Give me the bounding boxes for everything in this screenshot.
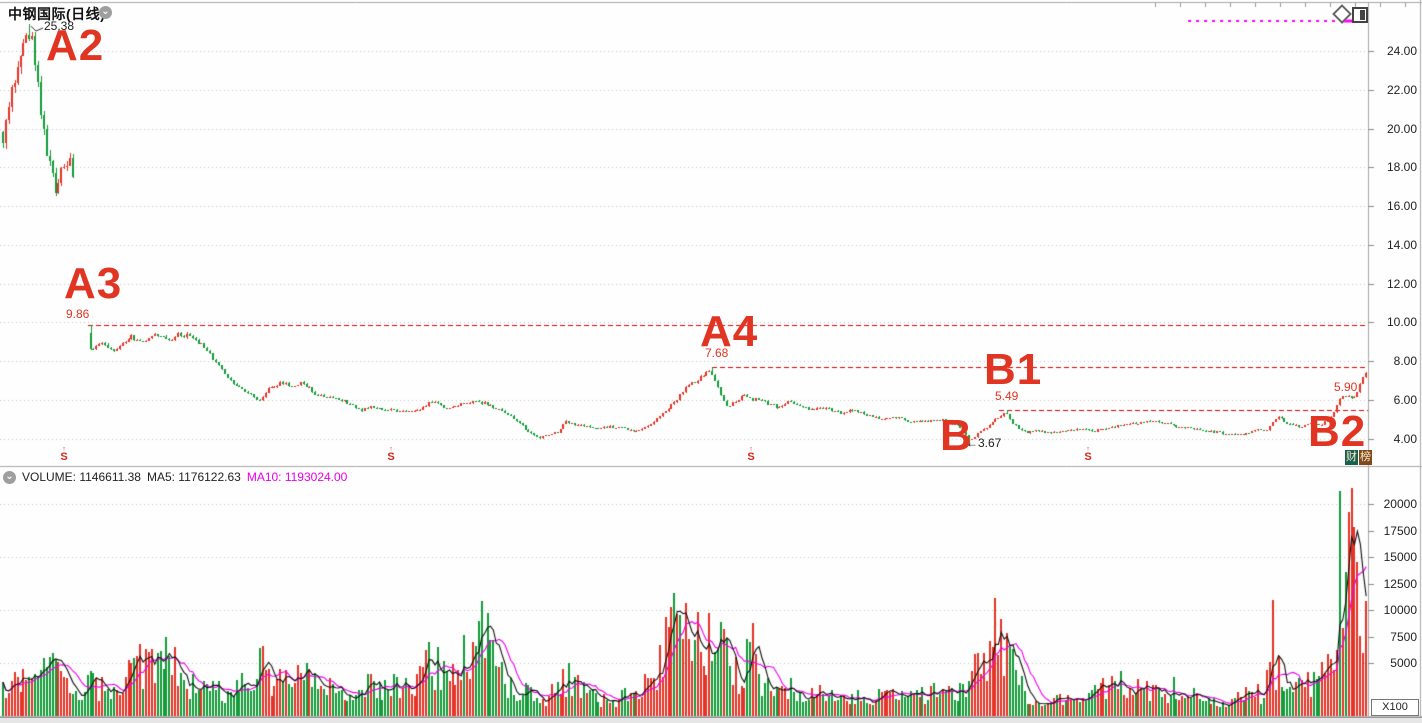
annotation-letter-b2: B2 (1308, 407, 1367, 456)
event-marker-arrow-icon: ↑ (1086, 446, 1090, 453)
price-axis-label: 22.00 (1386, 82, 1417, 97)
annotation-letter-a4: A4 (700, 307, 759, 356)
event-marker-s[interactable]: ↑ S (386, 446, 396, 463)
price-axis-label: 16.00 (1386, 199, 1417, 213)
price-mark-label: 7.68 (705, 346, 729, 360)
ma10-value-label: MA10: 1193024.00 (246, 470, 348, 484)
event-marker-arrow-icon: ↑ (749, 446, 753, 453)
event-marker-s[interactable]: ↑ S (59, 446, 69, 463)
panel-toggle-icon[interactable] (1352, 7, 1368, 23)
event-marker-arrow-icon: ↑ (62, 446, 66, 453)
annotation-letter-a2: A2 (46, 21, 105, 70)
event-marker-s[interactable]: ↑ S (1083, 446, 1093, 463)
price-mark-label: 25.38 (44, 19, 75, 33)
badge-char: 财 (1345, 450, 1358, 465)
event-marker-glyph: S (387, 451, 395, 463)
volume-axis-label: 7500 (1390, 629, 1417, 644)
collapse-price-pane-icon[interactable]: ⌄ (99, 6, 112, 19)
volume-axis-label: 12500 (1383, 576, 1417, 591)
volume-multiplier-label: X100 (1371, 699, 1419, 716)
volume-axis-label: 15000 (1383, 550, 1417, 564)
price-axis-label: 4.00 (1393, 431, 1417, 446)
event-marker-glyph: S (1084, 451, 1092, 463)
price-axis-label: 18.00 (1386, 160, 1417, 175)
ma5-value-label: MA5: 1176122.63 (146, 470, 241, 484)
price-axis-label: 8.00 (1393, 354, 1417, 368)
price-axis-label: 12.00 (1386, 276, 1417, 291)
chart-title: 中钢国际(日线) (8, 6, 106, 22)
price-mark-label: 5.49 (995, 389, 1019, 403)
price-axis-label: 6.00 (1393, 392, 1417, 407)
price-axis-label: 10.00 (1386, 315, 1417, 330)
horizontal-scrollbar[interactable] (0, 717, 1422, 723)
event-marker-s[interactable]: ↑ S (746, 446, 756, 463)
volume-value-label: VOLUME: 1146611.38 (22, 470, 141, 484)
price-axis-label: 24.00 (1386, 44, 1417, 58)
event-marker-glyph: S (747, 451, 755, 463)
volume-axis-label: 17500 (1383, 523, 1417, 538)
price-mark-label: 9.86 (66, 307, 90, 321)
annotation-letter-b: B (940, 411, 973, 460)
event-marker-glyph: S (60, 451, 68, 463)
price-mark-label: 5.90 (1334, 380, 1358, 394)
volume-axis-label: 5000 (1390, 656, 1417, 670)
price-axis-label: 14.00 (1386, 237, 1417, 252)
volume-header: ⌄ VOLUME: 1146611.38 MA5: 1176122.63 MA1… (3, 470, 347, 484)
price-mark-label: ←3.67 (966, 436, 1002, 450)
annotation-letter-a3: A3 (64, 259, 123, 308)
price-axis-label: 20.00 (1386, 121, 1417, 136)
volume-axis-label: 10000 (1383, 603, 1417, 617)
volume-axis-label: 20000 (1383, 497, 1417, 511)
event-marker-arrow-icon: ↑ (389, 446, 393, 453)
annotation-letter-b1: B1 (984, 345, 1043, 394)
badge-char: 榜 (1359, 450, 1372, 465)
collapse-volume-pane-icon[interactable]: ⌄ (3, 470, 16, 484)
info-badge[interactable]: 财榜 (1345, 450, 1372, 465)
